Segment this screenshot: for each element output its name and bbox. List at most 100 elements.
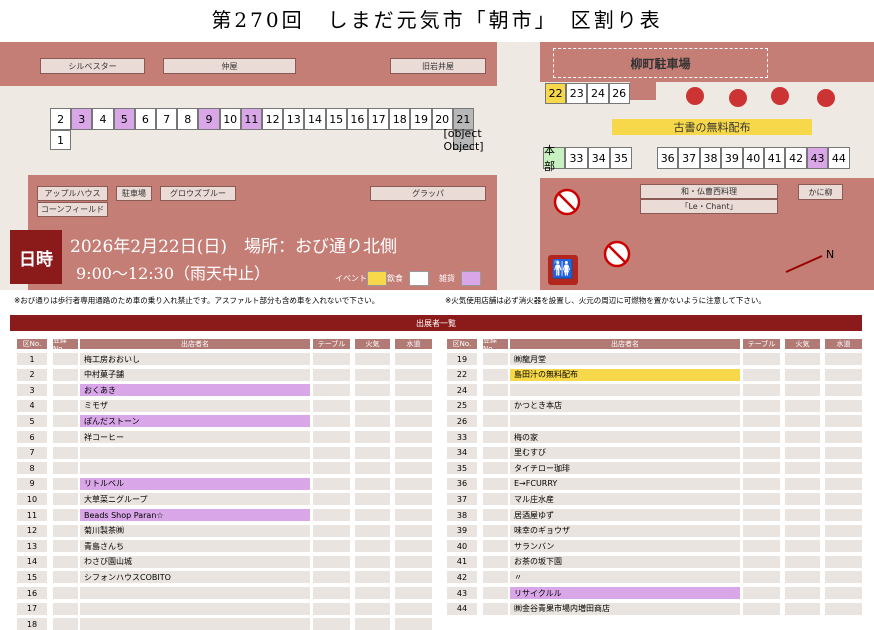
stall: 7 <box>156 108 178 130</box>
cell <box>483 446 508 459</box>
row-number: 16 <box>17 587 47 599</box>
stall: 33 <box>565 147 588 169</box>
tables <box>686 87 835 107</box>
shop-name: リサイクルル <box>510 587 740 599</box>
row-number: 13 <box>17 540 47 553</box>
map-label: アップルハウス <box>37 186 108 201</box>
shop-name <box>510 384 740 397</box>
legend-label: イベント <box>335 274 367 283</box>
cell <box>53 415 78 428</box>
map-label: かに柳 <box>798 184 843 200</box>
stall: 2 <box>50 108 72 130</box>
cell <box>355 462 390 475</box>
row-number: 33 <box>447 431 477 443</box>
cell <box>785 493 820 506</box>
cell <box>313 555 350 568</box>
stall: 19 <box>410 108 432 130</box>
stall: 42 <box>785 147 807 169</box>
cell <box>483 587 508 599</box>
shop-name <box>80 462 310 475</box>
cell <box>313 384 350 397</box>
cell <box>313 399 350 412</box>
cell <box>483 477 508 490</box>
cell <box>483 431 508 443</box>
cell <box>825 462 862 475</box>
cell <box>395 415 432 428</box>
cell <box>53 602 78 615</box>
cell <box>483 509 508 521</box>
row-number: 38 <box>447 509 477 521</box>
cell <box>313 477 350 490</box>
column-header: 区No. <box>17 339 47 349</box>
cell <box>53 353 78 365</box>
cell <box>313 571 350 584</box>
map-label: シルベスター <box>40 58 145 74</box>
cell <box>743 446 780 459</box>
cell <box>355 602 390 615</box>
cell <box>395 368 432 381</box>
stall: 11 <box>240 108 262 130</box>
cell <box>785 509 820 521</box>
cell <box>785 353 820 365</box>
cell <box>483 415 508 428</box>
cell <box>743 431 780 443</box>
row-number: 11 <box>17 509 47 521</box>
row-number: 26 <box>447 415 477 428</box>
stall: [object Object] <box>443 127 484 153</box>
shop-name <box>510 415 740 428</box>
cell <box>825 509 862 521</box>
column-header: 火気 <box>785 339 820 349</box>
block <box>630 82 656 100</box>
cell <box>785 524 820 537</box>
stall: 37 <box>678 147 700 169</box>
stall: 8 <box>177 108 199 130</box>
column-header: テーブル <box>743 339 780 349</box>
cell <box>313 509 350 521</box>
cell <box>785 602 820 615</box>
stall: 44 <box>828 147 850 169</box>
cell <box>313 493 350 506</box>
cell <box>395 602 432 615</box>
shop-name: お茶の坂下園 <box>510 555 740 568</box>
row-number: 2 <box>17 368 47 381</box>
row-number: 41 <box>447 555 477 568</box>
cell <box>313 524 350 537</box>
cell <box>395 462 432 475</box>
row-number: 1 <box>17 353 47 365</box>
row-number: 9 <box>17 477 47 490</box>
legend-label: 雑貨 <box>439 274 455 283</box>
cell <box>483 540 508 553</box>
stall: 40 <box>742 147 764 169</box>
cell <box>395 540 432 553</box>
cell <box>825 493 862 506</box>
stall: 14 <box>304 108 326 130</box>
cell <box>785 399 820 412</box>
stall: 43 <box>806 147 829 169</box>
stall: 5 <box>113 108 135 130</box>
shop-name: サランバン <box>510 540 740 553</box>
map-label: グラッパ <box>370 186 486 201</box>
cell <box>483 493 508 506</box>
cell <box>355 399 390 412</box>
cell <box>355 384 390 397</box>
cell <box>743 587 780 599</box>
cell <box>785 384 820 397</box>
column-header: 水道 <box>825 339 862 349</box>
cell <box>313 462 350 475</box>
cell <box>395 399 432 412</box>
cell <box>743 555 780 568</box>
cell <box>313 368 350 381</box>
stall: 12 <box>262 108 284 130</box>
cell <box>785 446 820 459</box>
cell <box>483 462 508 475</box>
row-number: 7 <box>17 446 47 459</box>
row-number: 10 <box>17 493 47 506</box>
legend-swatch <box>367 271 387 286</box>
cell <box>483 571 508 584</box>
cell <box>53 462 78 475</box>
stall: 15 <box>325 108 347 130</box>
cell <box>483 524 508 537</box>
cell <box>743 540 780 553</box>
event-date: 2026年2月22日(日) 場所：おび通り北側 <box>70 237 397 257</box>
